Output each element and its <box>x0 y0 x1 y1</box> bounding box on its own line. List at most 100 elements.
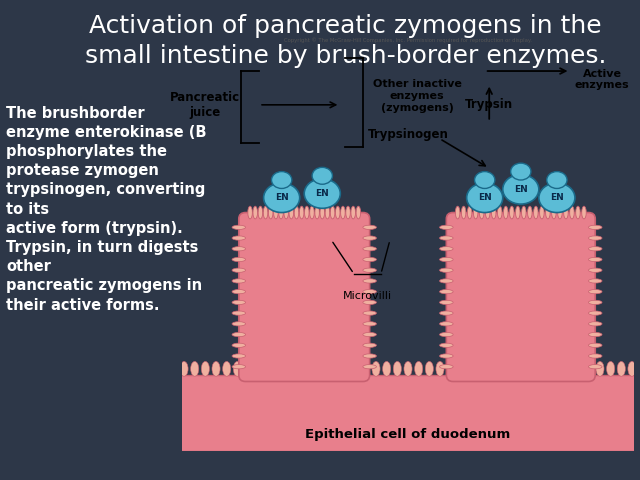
Ellipse shape <box>393 361 401 376</box>
Ellipse shape <box>232 257 246 262</box>
Ellipse shape <box>596 361 604 376</box>
Text: Other inactive
enzymes
(zymogens): Other inactive enzymes (zymogens) <box>372 80 461 113</box>
FancyBboxPatch shape <box>239 213 370 382</box>
Ellipse shape <box>372 361 380 376</box>
Ellipse shape <box>304 179 340 208</box>
Ellipse shape <box>479 206 484 219</box>
Ellipse shape <box>522 206 526 219</box>
Ellipse shape <box>532 361 540 376</box>
Ellipse shape <box>516 206 520 219</box>
Ellipse shape <box>363 257 376 262</box>
Ellipse shape <box>202 361 209 376</box>
Ellipse shape <box>335 206 340 219</box>
Ellipse shape <box>330 206 335 219</box>
Ellipse shape <box>436 361 444 376</box>
Ellipse shape <box>330 361 337 376</box>
Ellipse shape <box>356 206 360 219</box>
Ellipse shape <box>617 361 625 376</box>
Text: EN: EN <box>550 193 564 202</box>
Ellipse shape <box>232 268 246 272</box>
Ellipse shape <box>539 183 575 213</box>
Ellipse shape <box>589 343 602 348</box>
Ellipse shape <box>232 225 246 229</box>
Text: EN: EN <box>514 185 527 194</box>
Ellipse shape <box>263 206 268 219</box>
Ellipse shape <box>467 206 472 219</box>
Ellipse shape <box>287 361 295 376</box>
Ellipse shape <box>474 206 478 219</box>
Ellipse shape <box>440 300 453 304</box>
Ellipse shape <box>264 183 300 213</box>
Ellipse shape <box>589 279 602 283</box>
Ellipse shape <box>308 361 316 376</box>
Ellipse shape <box>425 361 433 376</box>
Ellipse shape <box>340 361 348 376</box>
Ellipse shape <box>589 225 602 229</box>
Ellipse shape <box>363 247 376 251</box>
Ellipse shape <box>440 354 453 358</box>
Ellipse shape <box>440 236 453 240</box>
Ellipse shape <box>363 225 376 229</box>
Ellipse shape <box>312 168 332 184</box>
Ellipse shape <box>351 206 355 219</box>
Ellipse shape <box>232 354 246 358</box>
Ellipse shape <box>521 361 529 376</box>
Text: The brushborder
enzyme enterokinase (B
phosphorylates the
protease zymogen
tryps: The brushborder enzyme enterokinase (B p… <box>6 106 207 312</box>
Ellipse shape <box>440 257 453 262</box>
Ellipse shape <box>232 289 246 294</box>
Ellipse shape <box>582 206 586 219</box>
Ellipse shape <box>289 206 294 219</box>
Ellipse shape <box>585 361 593 376</box>
Ellipse shape <box>255 361 263 376</box>
Text: Pancreatic
juice: Pancreatic juice <box>170 91 240 119</box>
Ellipse shape <box>284 206 289 219</box>
Ellipse shape <box>232 365 246 369</box>
Ellipse shape <box>440 333 453 336</box>
Ellipse shape <box>489 361 497 376</box>
Ellipse shape <box>557 206 562 219</box>
Ellipse shape <box>440 268 453 272</box>
Ellipse shape <box>509 206 514 219</box>
Text: Active
enzymes: Active enzymes <box>575 69 629 90</box>
Ellipse shape <box>363 300 376 304</box>
Text: EN: EN <box>478 193 492 202</box>
Ellipse shape <box>212 361 220 376</box>
Ellipse shape <box>440 225 453 229</box>
Ellipse shape <box>310 206 314 219</box>
Ellipse shape <box>500 361 508 376</box>
Ellipse shape <box>547 171 567 189</box>
Ellipse shape <box>404 361 412 376</box>
Ellipse shape <box>511 163 531 180</box>
Ellipse shape <box>319 361 327 376</box>
Ellipse shape <box>232 322 246 326</box>
FancyBboxPatch shape <box>446 213 595 382</box>
Ellipse shape <box>589 354 602 358</box>
Ellipse shape <box>279 206 284 219</box>
Ellipse shape <box>534 206 538 219</box>
Ellipse shape <box>363 333 376 336</box>
Text: Microvilli: Microvilli <box>343 291 392 300</box>
Ellipse shape <box>298 361 305 376</box>
Ellipse shape <box>589 289 602 294</box>
Ellipse shape <box>244 361 252 376</box>
Ellipse shape <box>552 206 556 219</box>
Text: Activation of pancreatic zymogens in the
small intestine by brush-border enzymes: Activation of pancreatic zymogens in the… <box>85 14 606 68</box>
Ellipse shape <box>589 300 602 304</box>
Ellipse shape <box>363 289 376 294</box>
Ellipse shape <box>268 206 273 219</box>
Text: Trypsinogen: Trypsinogen <box>367 128 449 141</box>
Ellipse shape <box>467 183 503 213</box>
Ellipse shape <box>363 279 376 283</box>
Ellipse shape <box>258 206 262 219</box>
Ellipse shape <box>564 361 572 376</box>
Ellipse shape <box>363 268 376 272</box>
Ellipse shape <box>479 361 486 376</box>
Ellipse shape <box>170 361 177 376</box>
Ellipse shape <box>300 206 304 219</box>
Ellipse shape <box>589 247 602 251</box>
Ellipse shape <box>589 257 602 262</box>
Ellipse shape <box>589 311 602 315</box>
Ellipse shape <box>440 247 453 251</box>
Ellipse shape <box>543 361 550 376</box>
Ellipse shape <box>340 206 345 219</box>
